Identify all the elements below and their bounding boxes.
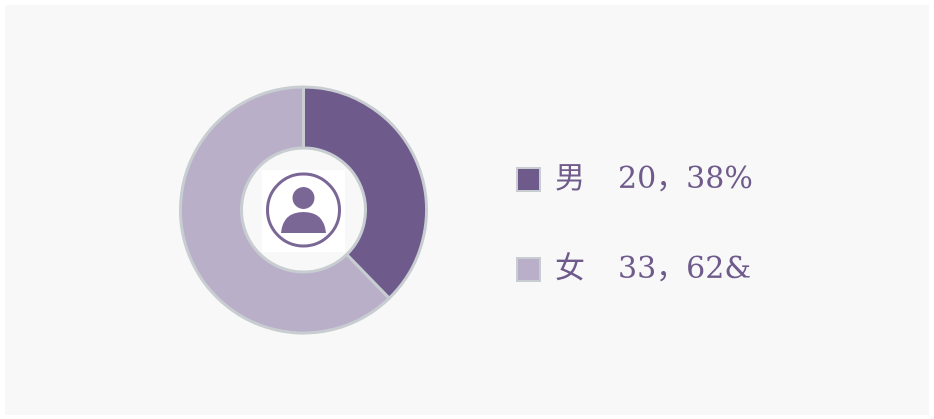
legend-swatch: [516, 257, 541, 282]
legend: 男 20，38% 女 33，62&: [516, 161, 753, 286]
legend-label: 男: [555, 161, 585, 196]
icon-ring: [266, 172, 341, 248]
legend-swatch: [516, 167, 541, 192]
panel: [5, 5, 929, 415]
legend-value: 33，62&: [618, 251, 751, 286]
icon-head: [292, 187, 315, 209]
icon-background: [262, 170, 345, 252]
icon-body: [281, 212, 326, 233]
donut-slice: [179, 85, 391, 335]
legend-value: 20，38%: [618, 161, 753, 196]
legend-label: 女: [555, 251, 585, 286]
donut: [179, 85, 428, 335]
center-icon: [262, 170, 345, 252]
donut-slice: [302, 85, 428, 300]
